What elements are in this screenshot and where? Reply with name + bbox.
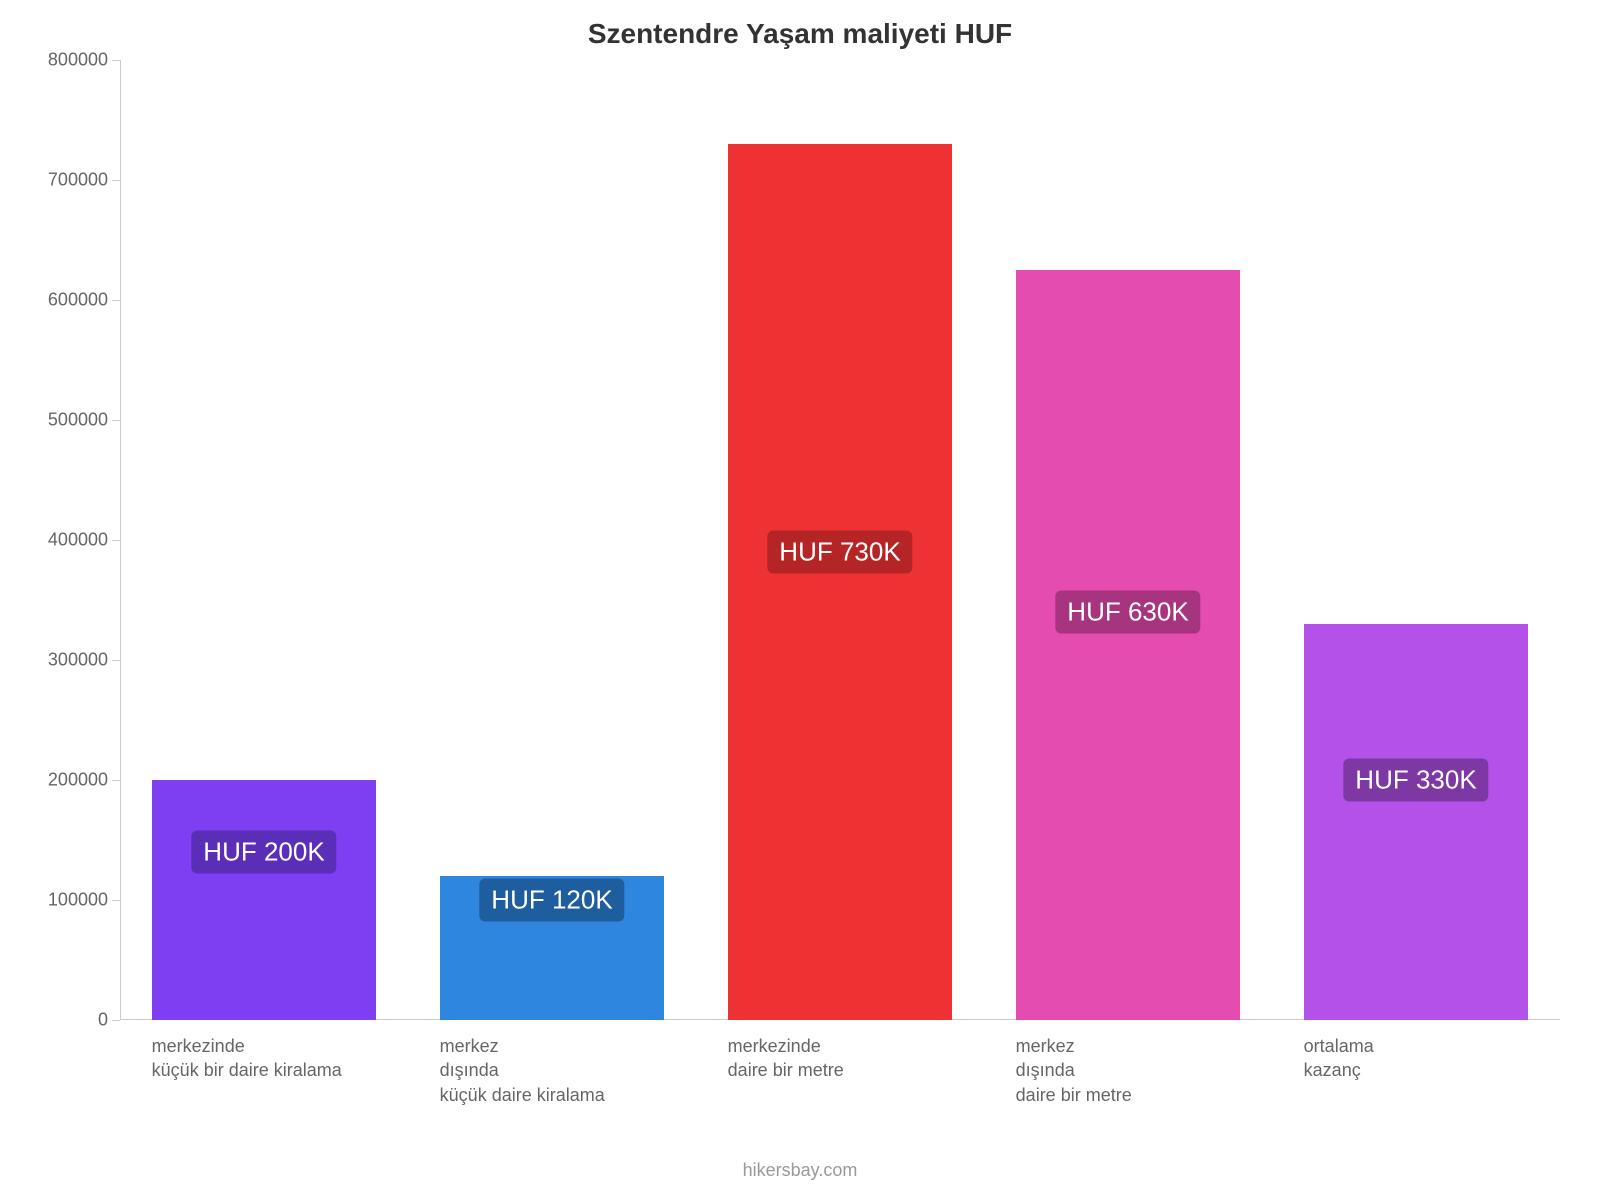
bar	[728, 144, 953, 1020]
bar-value-label: HUF 200K	[191, 831, 336, 874]
bar-value-label: HUF 120K	[479, 879, 624, 922]
x-category-label: merkezinde küçük bir daire kiralama	[152, 1020, 342, 1083]
bar	[152, 780, 377, 1020]
y-tick-label: 700000	[48, 170, 120, 191]
bar	[1016, 270, 1241, 1020]
plot-area: 0100000200000300000400000500000600000700…	[120, 60, 1560, 1020]
y-axis-line	[120, 60, 121, 1020]
bar-value-label: HUF 730K	[767, 531, 912, 574]
chart-title: Szentendre Yaşam maliyeti HUF	[0, 18, 1600, 50]
y-tick-label: 0	[98, 1010, 120, 1031]
x-category-label: merkez dışında küçük daire kiralama	[440, 1020, 605, 1107]
y-tick-label: 100000	[48, 890, 120, 911]
chart-container: Szentendre Yaşam maliyeti HUF 0100000200…	[0, 0, 1600, 1200]
bar-value-label: HUF 630K	[1055, 591, 1200, 634]
x-category-label: merkez dışında daire bir metre	[1016, 1020, 1132, 1107]
y-tick-label: 600000	[48, 290, 120, 311]
y-tick-label: 400000	[48, 530, 120, 551]
y-tick-label: 200000	[48, 770, 120, 791]
y-tick-label: 800000	[48, 50, 120, 71]
bar	[1304, 624, 1529, 1020]
footer-credit: hikersbay.com	[0, 1160, 1600, 1181]
y-tick-label: 300000	[48, 650, 120, 671]
y-tick-label: 500000	[48, 410, 120, 431]
x-category-label: ortalama kazanç	[1304, 1020, 1374, 1083]
bar-value-label: HUF 330K	[1343, 759, 1488, 802]
x-category-label: merkezinde daire bir metre	[728, 1020, 844, 1083]
